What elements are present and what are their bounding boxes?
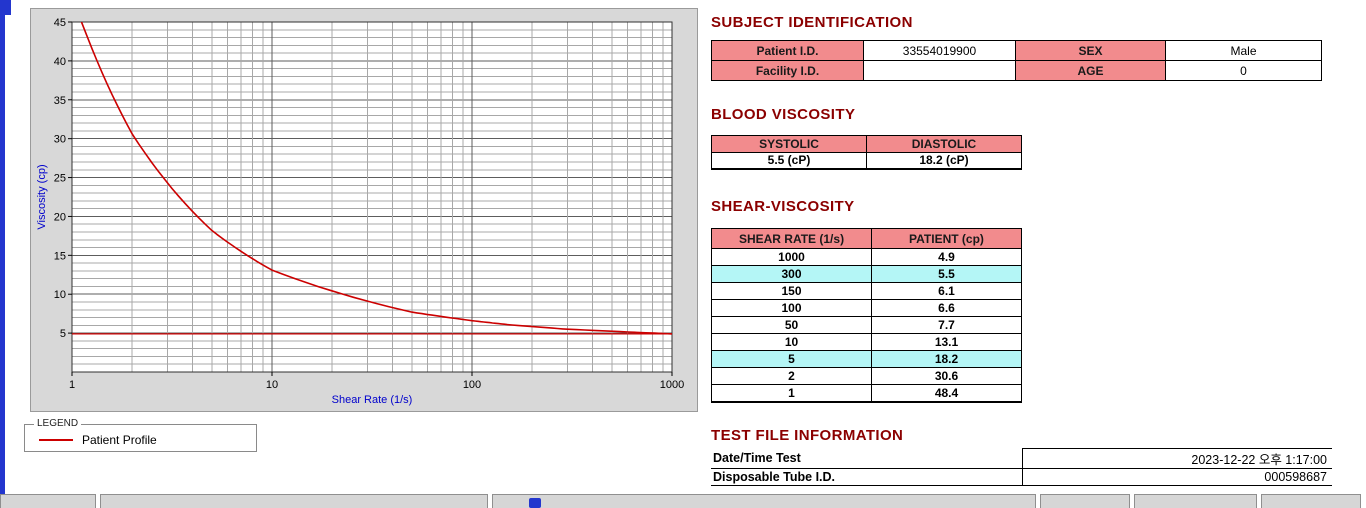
legend-entry-label: Patient Profile bbox=[82, 433, 157, 447]
y-axis-label: Viscosity (cp) bbox=[36, 164, 48, 229]
grid bbox=[72, 22, 672, 372]
shear-rate-cell: 5 bbox=[711, 350, 872, 368]
bottom-panel-2[interactable] bbox=[100, 494, 488, 508]
shear-viscosity-table: SHEAR RATE (1/s) PATIENT (cp) 1000 4.9 300… bbox=[711, 228, 1022, 403]
y-tick-label: 45 bbox=[54, 17, 66, 29]
sex-value: Male bbox=[1165, 40, 1322, 61]
patient-cp-cell: 5.5 bbox=[871, 265, 1022, 283]
bottom-panel-3[interactable] bbox=[492, 494, 1036, 508]
y-tick-label: 15 bbox=[54, 250, 66, 262]
shear-viscosity-row: 5 18.2 bbox=[711, 350, 1022, 368]
shear-viscosity-row: 10 13.1 bbox=[711, 333, 1022, 351]
table-row: Disposable Tube I.D. 000598687 bbox=[711, 468, 1332, 486]
legend-title: LEGEND bbox=[34, 418, 82, 429]
shear-viscosity-row: 1 48.4 bbox=[711, 384, 1022, 402]
blood-viscosity-title: BLOOD VISCOSITY bbox=[711, 106, 856, 123]
window-corner bbox=[0, 0, 11, 15]
sex-label: SEX bbox=[1015, 40, 1166, 61]
shear-rate-header: SHEAR RATE (1/s) bbox=[711, 228, 872, 249]
patient-id-value: 33554019900 bbox=[863, 40, 1016, 61]
x-tick-label: 100 bbox=[463, 379, 481, 391]
report-right-column: SUBJECT IDENTIFICATION Patient I.D. 3355… bbox=[711, 0, 1361, 508]
patient-id-label: Patient I.D. bbox=[711, 40, 864, 61]
test-file-information-table: Date/Time Test 2023-12-22 오후 1:17:00 Dis… bbox=[711, 448, 1332, 486]
table-row: 5.5 (cP) 18.2 (cP) bbox=[711, 152, 1022, 169]
window-left-border bbox=[0, 0, 5, 508]
shear-viscosity-row: 2 30.6 bbox=[711, 367, 1022, 385]
y-tick-label: 35 bbox=[54, 95, 66, 107]
shear-viscosity-row: 150 6.1 bbox=[711, 282, 1022, 300]
y-tick-label: 30 bbox=[54, 134, 66, 146]
shear-rate-cell: 1000 bbox=[711, 248, 872, 266]
patient-cp-cell: 4.9 bbox=[871, 248, 1022, 266]
facility-id-label: Facility I.D. bbox=[711, 60, 864, 81]
app-icon bbox=[529, 498, 541, 508]
y-tick-label: 10 bbox=[54, 289, 66, 301]
y-tick-label: 20 bbox=[54, 211, 66, 223]
age-label: AGE bbox=[1015, 60, 1166, 81]
diastolic-header: DIASTOLIC bbox=[866, 135, 1022, 153]
patient-cp-cell: 6.6 bbox=[871, 299, 1022, 317]
shear-viscosity-row: 50 7.7 bbox=[711, 316, 1022, 334]
table-header-row: SHEAR RATE (1/s) PATIENT (cp) bbox=[711, 228, 1022, 249]
shear-rate-cell: 100 bbox=[711, 299, 872, 317]
patient-profile-curve bbox=[80, 22, 672, 335]
shear-rate-cell: 300 bbox=[711, 265, 872, 283]
viscosity-chart-panel: 5 10 15 20 25 30 35 40 45 1 10 100 1000 Viscosity (cp… bbox=[30, 8, 698, 412]
x-axis-label: Shear Rate (1/s) bbox=[332, 394, 413, 406]
shear-viscosity-row: 1000 4.9 bbox=[711, 248, 1022, 266]
systolic-header: SYSTOLIC bbox=[711, 135, 867, 153]
test-file-information-title: TEST FILE INFORMATION bbox=[711, 427, 904, 444]
age-value: 0 bbox=[1165, 60, 1322, 81]
legend-box: LEGEND Patient Profile bbox=[24, 418, 257, 452]
subject-identification-title: SUBJECT IDENTIFICATION bbox=[711, 14, 913, 31]
patient-cp-cell: 30.6 bbox=[871, 367, 1022, 385]
patient-cp-cell: 13.1 bbox=[871, 333, 1022, 351]
x-tick-label: 10 bbox=[266, 379, 278, 391]
table-row: Date/Time Test 2023-12-22 오후 1:17:00 bbox=[711, 448, 1332, 469]
patient-cp-cell: 6.1 bbox=[871, 282, 1022, 300]
viscosity-chart: 5 10 15 20 25 30 35 40 45 1 10 100 1000 Viscosity (cp… bbox=[36, 17, 684, 406]
y-tick-label: 40 bbox=[54, 56, 66, 68]
shear-rate-cell: 10 bbox=[711, 333, 872, 351]
legend-entry: Patient Profile bbox=[25, 425, 256, 447]
table-row: Patient I.D. 33554019900 SEX Male bbox=[711, 40, 1322, 61]
systolic-value: 5.5 (cP) bbox=[711, 152, 867, 169]
x-tick-label: 1 bbox=[69, 379, 75, 391]
shear-rate-cell: 1 bbox=[711, 384, 872, 402]
patient-cp-cell: 48.4 bbox=[871, 384, 1022, 402]
bottom-panel-4[interactable] bbox=[1040, 494, 1130, 508]
shear-rate-cell: 50 bbox=[711, 316, 872, 334]
facility-id-value bbox=[863, 60, 1016, 81]
shear-viscosity-row: 100 6.6 bbox=[711, 299, 1022, 317]
date-time-test-label: Date/Time Test bbox=[711, 448, 1023, 469]
table-row: SYSTOLIC DIASTOLIC bbox=[711, 135, 1022, 153]
disposable-tube-id-label: Disposable Tube I.D. bbox=[711, 468, 1023, 486]
table-row: Facility I.D. AGE 0 bbox=[711, 60, 1322, 81]
y-tick-label: 25 bbox=[54, 173, 66, 185]
diastolic-value: 18.2 (cP) bbox=[866, 152, 1022, 169]
blood-viscosity-table: SYSTOLIC DIASTOLIC 5.5 (cP) 18.2 (cP) bbox=[711, 135, 1022, 170]
x-tick-label: 1000 bbox=[660, 379, 684, 391]
date-time-test-value: 2023-12-22 오후 1:17:00 bbox=[1022, 448, 1332, 469]
shear-viscosity-title: SHEAR-VISCOSITY bbox=[711, 198, 855, 215]
patient-cp-cell: 7.7 bbox=[871, 316, 1022, 334]
y-tick-label: 5 bbox=[60, 328, 66, 340]
bottom-panel-6[interactable] bbox=[1261, 494, 1361, 508]
patient-cp-cell: 18.2 bbox=[871, 350, 1022, 368]
subject-identification-table: Patient I.D. 33554019900 SEX Male Facili… bbox=[711, 40, 1322, 81]
shear-viscosity-row: 300 5.5 bbox=[711, 265, 1022, 283]
shear-rate-cell: 2 bbox=[711, 367, 872, 385]
bottom-panel-1[interactable] bbox=[0, 494, 96, 508]
patient-cp-header: PATIENT (cp) bbox=[871, 228, 1022, 249]
disposable-tube-id-value: 000598687 bbox=[1022, 468, 1332, 486]
bottom-panel-5[interactable] bbox=[1134, 494, 1257, 508]
patient-profile-line-icon bbox=[39, 439, 73, 441]
shear-rate-cell: 150 bbox=[711, 282, 872, 300]
